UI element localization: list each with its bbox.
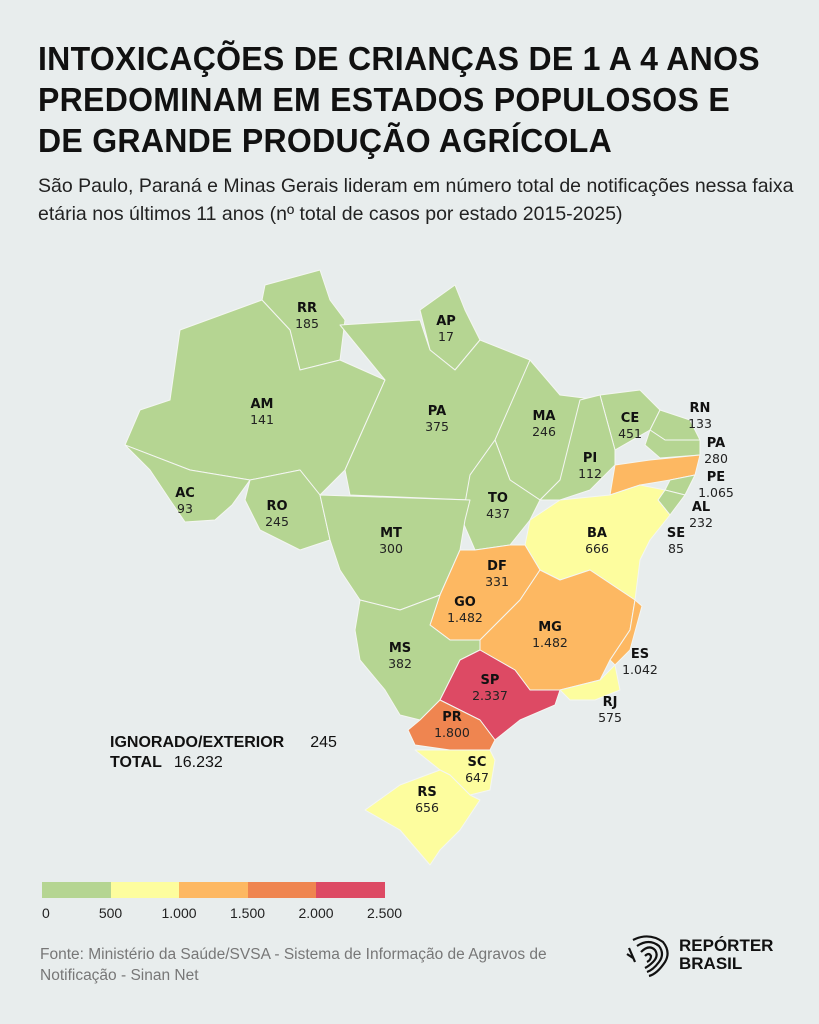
total-value: 16.232 — [173, 754, 223, 771]
totals: IGNORADO/EXTERIOR 245 TOTAL 16.232 — [110, 733, 337, 773]
state-value-label: 185 — [295, 316, 319, 331]
state-code-label: RO — [266, 499, 287, 514]
legend-tick: 500 — [98, 905, 123, 921]
state-value-label: 331 — [485, 574, 509, 589]
state-value-label: 451 — [618, 426, 642, 441]
state-value-label: 245 — [265, 514, 289, 529]
state-value-label: 666 — [585, 541, 609, 556]
color-legend — [42, 882, 385, 898]
source-note: Fonte: Ministério da Saúde/SVSA - Sistem… — [40, 946, 547, 984]
state-value-label: 575 — [598, 710, 622, 725]
state-value-label: 280 — [704, 451, 728, 466]
state-value-label: 85 — [668, 541, 684, 556]
state-code-label: SC — [468, 755, 487, 770]
legend-tick: 2.500 — [366, 905, 403, 921]
total-label: TOTAL — [110, 754, 162, 771]
legend-swatch — [247, 882, 316, 898]
legend-tick: 2.000 — [298, 905, 334, 921]
state-value-label: 1.042 — [622, 662, 658, 677]
state-code-label: PR — [442, 710, 462, 725]
state-sp — [439, 649, 561, 741]
state-code-label: MA — [533, 409, 556, 424]
state-code-label: RR — [297, 301, 317, 316]
legend-swatch — [179, 882, 248, 898]
state-code-label: RS — [417, 785, 436, 800]
ignored-value: 245 — [310, 734, 337, 751]
state-value-label: 112 — [578, 466, 602, 481]
state-code-label: PE — [707, 470, 725, 485]
state-value-label: 2.337 — [472, 688, 508, 703]
state-code-label: PA — [707, 436, 725, 451]
logo-line1: REPÓRTER — [679, 936, 774, 955]
state-value-label: 1.482 — [447, 610, 483, 625]
state-code-label: AP — [436, 314, 456, 329]
subtitle: São Paulo, Paraná e Minas Gerais lideram… — [38, 175, 794, 225]
legend-swatch — [42, 882, 111, 898]
state-code-label: CE — [621, 411, 639, 426]
legend-ticks: 0 500 1.000 1.500 2.000 2.500 — [0, 905, 819, 925]
state-rj — [559, 664, 621, 701]
state-rs — [364, 769, 481, 866]
legend-swatch — [110, 882, 179, 898]
state-code-label: MG — [538, 620, 562, 635]
state-value-label: 300 — [379, 541, 403, 556]
state-value-label: 375 — [425, 419, 449, 434]
state-code-label: ES — [631, 647, 649, 662]
state-value-label: 656 — [415, 800, 439, 815]
state-code-label: RN — [690, 401, 711, 416]
legend-tick: 1.500 — [229, 905, 266, 921]
logo-line2: BRASIL — [679, 954, 743, 973]
state-code-label: DF — [487, 559, 507, 574]
state-value-label: 93 — [177, 501, 193, 516]
state-code-label: AL — [692, 500, 710, 515]
state-value-label: 246 — [532, 424, 556, 439]
state-code-label: MT — [380, 526, 402, 541]
state-code-label: TO — [488, 491, 508, 506]
state-code-label: BA — [587, 526, 607, 541]
ignored-label: IGNORADO/EXTERIOR — [110, 734, 285, 751]
state-value-label: 647 — [465, 770, 489, 785]
reporter-brasil-logo: REPÓRTER BRASIL — [625, 932, 773, 978]
state-pi — [539, 394, 616, 501]
fingerprint-map-icon — [626, 935, 669, 978]
state-value-label: 133 — [688, 416, 712, 431]
state-value-label: 382 — [388, 656, 412, 671]
state-value-label: 1.482 — [532, 635, 568, 650]
state-value-label: 232 — [689, 515, 713, 530]
state-ro — [244, 469, 331, 551]
legend-tick: 0 — [42, 905, 50, 921]
state-code-label: GO — [454, 595, 476, 610]
state-code-label: MS — [389, 641, 411, 656]
page-title: INTOXICAÇÕES DE CRIANÇAS DE 1 A 4 ANOS P… — [38, 40, 760, 159]
state-code-label: RJ — [603, 695, 618, 710]
legend-tick: 1.000 — [161, 905, 197, 921]
state-code-label: SP — [481, 673, 500, 688]
state-value-label: 141 — [250, 412, 274, 427]
state-code-label: AM — [251, 397, 274, 412]
state-value-label: 17 — [438, 329, 454, 344]
state-value-label: 1.065 — [698, 485, 734, 500]
state-value-label: 1.800 — [434, 725, 470, 740]
legend-swatch — [316, 882, 385, 898]
state-value-label: 437 — [486, 506, 510, 521]
state-code-label: PA — [428, 404, 446, 419]
state-code-label: SE — [667, 526, 685, 541]
state-code-label: PI — [583, 451, 597, 466]
state-code-label: AC — [175, 486, 195, 501]
state-ac — [124, 444, 251, 523]
